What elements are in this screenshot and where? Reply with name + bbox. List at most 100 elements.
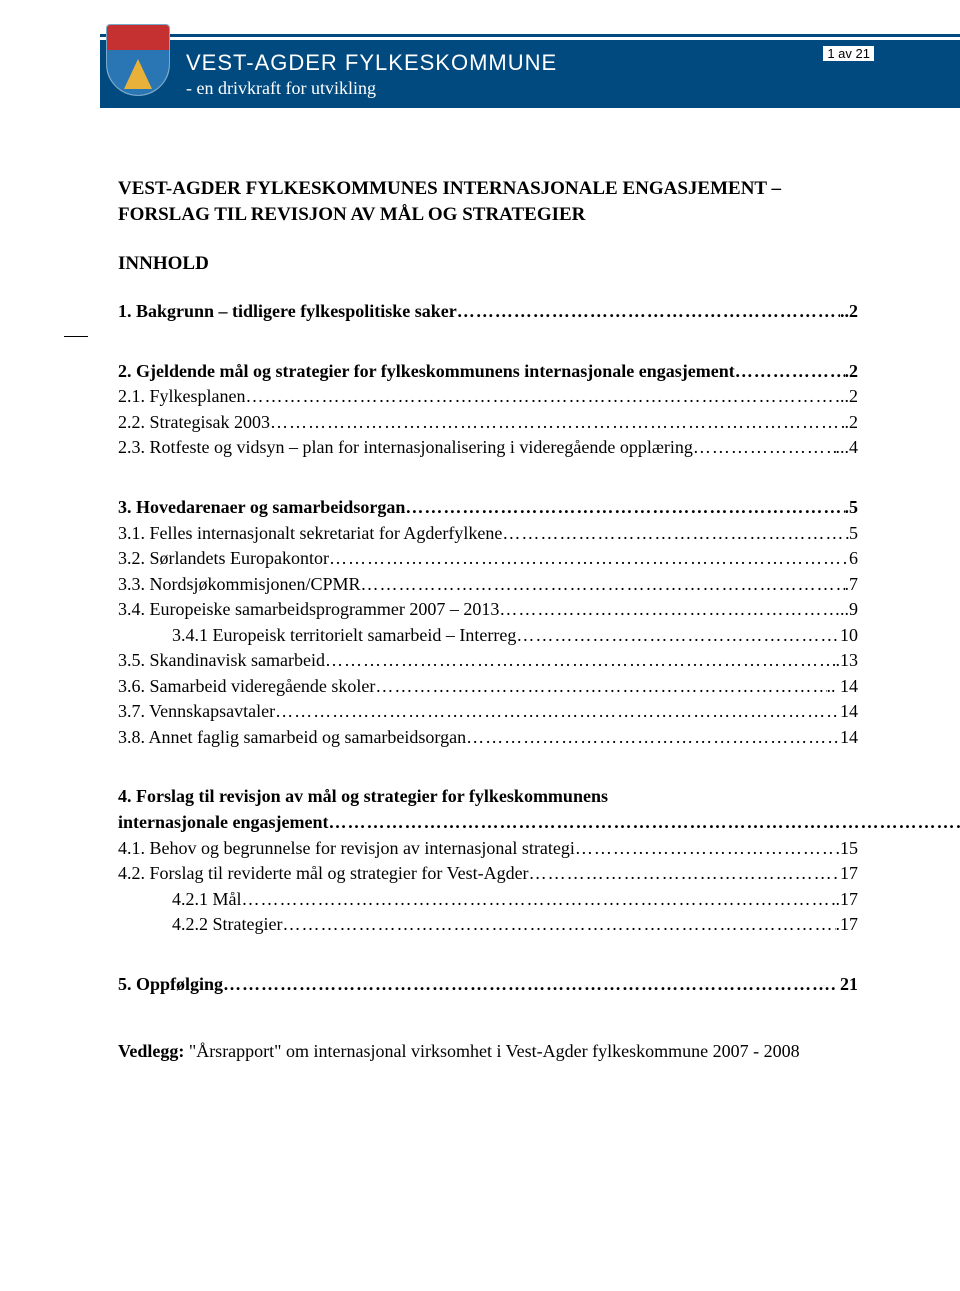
- toc-dots: [361, 572, 845, 598]
- toc-page: 14: [840, 699, 858, 725]
- toc-page: 6: [849, 546, 858, 572]
- crest-tree-icon: [124, 59, 152, 89]
- toc-page: ..2: [840, 384, 858, 410]
- toc-row: 2.2. Strategisak 2003 .2: [118, 410, 858, 436]
- toc-row: 4.2.1 Mål .17: [118, 887, 858, 913]
- org-tagline: - en drivkraft for utvikling: [186, 78, 557, 99]
- toc-row: 4.2.2 Strategier.17: [118, 912, 858, 938]
- toc-page: .2: [845, 410, 859, 436]
- toc-page: ..2: [840, 299, 858, 325]
- toc-dots: [693, 435, 836, 461]
- toc-label: 2.3. Rotfeste og vidsyn – plan for inter…: [118, 435, 693, 461]
- toc-label: 4. Forslag til revisjon av mål og strate…: [118, 784, 960, 835]
- toc-row: 3.5. Skandinavisk samarbeid .13: [118, 648, 858, 674]
- toc-row: 4.1. Behov og begrunnelse for revisjon a…: [118, 836, 858, 862]
- toc-dots: [457, 299, 840, 325]
- toc-label: 3.7. Vennskapsavtaler: [118, 699, 275, 725]
- toc-gap: [118, 461, 858, 495]
- toc-page: .5: [845, 495, 859, 521]
- attachment-line: Vedlegg: "Årsrapport" om internasjonal v…: [118, 1041, 858, 1062]
- toc-page: .17: [836, 887, 859, 913]
- toc-row: 3.6. Samarbeid videregående skoler .. 14: [118, 674, 858, 700]
- toc-row: 3.2. Sørlandets Europakontor 6: [118, 546, 858, 572]
- org-name: VEST-AGDER FYLKESKOMMUNE: [186, 50, 557, 76]
- table-of-contents: 1. Bakgrunn – tidligere fylkespolitiske …: [118, 299, 858, 997]
- document-content: VEST-AGDER FYLKESKOMMUNES INTERNASJONALE…: [118, 176, 858, 1062]
- toc-label: 3. Hovedarenaer og samarbeidsorgan: [118, 495, 405, 521]
- toc-label: 1. Bakgrunn – tidligere fylkespolitiske …: [118, 299, 457, 325]
- toc-row: 4. Forslag til revisjon av mål og strate…: [118, 784, 858, 835]
- toc-page: ..9: [840, 597, 858, 623]
- header-top-stripe: [100, 34, 960, 37]
- toc-label: 2.1. Fylkesplanen: [118, 384, 246, 410]
- toc-row: 5. Oppfølging . 21: [118, 972, 858, 998]
- toc-gap: [118, 938, 858, 972]
- toc-page: 14: [840, 725, 858, 751]
- toc-dots: [735, 359, 845, 385]
- toc-label: 3.8. Annet faglig samarbeid og samarbeid…: [118, 725, 466, 751]
- toc-row: 2.3. Rotfeste og vidsyn – plan for inter…: [118, 435, 858, 461]
- toc-page: 17: [840, 861, 858, 887]
- toc-label: 3.6. Samarbeid videregående skoler: [118, 674, 375, 700]
- toc-dots: [405, 495, 844, 521]
- crest-logo: [106, 24, 170, 96]
- toc-row: 4.2. Forslag til reviderte mål og strate…: [118, 861, 858, 887]
- toc-dots: [246, 384, 841, 410]
- toc-page: .15: [836, 836, 859, 862]
- margin-dash: [64, 336, 88, 337]
- crest-top: [107, 25, 169, 50]
- toc-label: 3.2. Sørlandets Europakontor: [118, 546, 329, 572]
- toc-page: 5: [849, 521, 858, 547]
- toc-label: 3.4. Europeiske samarbeidsprogrammer 200…: [118, 597, 499, 623]
- toc-label: 5. Oppfølging: [118, 972, 223, 998]
- toc-page: .13: [836, 648, 859, 674]
- page-indicator: 1 av 21: [823, 46, 874, 61]
- toc-label: 3.4.1 Europeisk territorielt samarbeid –…: [118, 623, 516, 649]
- toc-dots: [499, 597, 840, 623]
- header-text: VEST-AGDER FYLKESKOMMUNE - en drivkraft …: [186, 50, 557, 99]
- toc-row: 3.7. Vennskapsavtaler 14: [118, 699, 858, 725]
- attachment-text: "Årsrapport" om internasjonal virksomhet…: [184, 1041, 799, 1061]
- toc-label: 3.5. Skandinavisk samarbeid: [118, 648, 325, 674]
- toc-dots: [270, 410, 845, 436]
- toc-page: .7: [845, 572, 859, 598]
- attachment-label: Vedlegg:: [118, 1041, 184, 1061]
- document-title: VEST-AGDER FYLKESKOMMUNES INTERNASJONALE…: [118, 176, 858, 227]
- toc-row: 3.8. Annet faglig samarbeid og samarbeid…: [118, 725, 858, 751]
- toc-row: 3. Hovedarenaer og samarbeidsorgan .5: [118, 495, 858, 521]
- toc-dots: [282, 912, 835, 938]
- innhold-heading: INNHOLD: [118, 253, 858, 275]
- toc-row: 3.1. Felles internasjonalt sekretariat f…: [118, 521, 858, 547]
- toc-gap: [118, 750, 858, 784]
- toc-dots: [329, 546, 849, 572]
- crest-mid: [107, 50, 169, 95]
- toc-dots: [242, 887, 836, 913]
- toc-dots: [375, 674, 826, 700]
- toc-dots: [466, 725, 840, 751]
- toc-page: ...4: [836, 435, 859, 461]
- toc-row: 2.1. Fylkesplanen ..2: [118, 384, 858, 410]
- toc-dots: [223, 972, 831, 998]
- toc-label: 4.2. Forslag til reviderte mål og strate…: [118, 861, 529, 887]
- toc-label: 3.1. Felles internasjonalt sekretariat f…: [118, 521, 502, 547]
- toc-label: 4.2.1 Mål: [118, 887, 242, 913]
- toc-dots: [529, 861, 840, 887]
- toc-dots: [502, 521, 849, 547]
- toc-gap: [118, 325, 858, 359]
- toc-dots: [516, 623, 840, 649]
- toc-page: . 21: [831, 972, 858, 998]
- toc-row: 3.4. Europeiske samarbeidsprogrammer 200…: [118, 597, 858, 623]
- toc-page: 10: [840, 623, 858, 649]
- toc-label: 2.2. Strategisak 2003: [118, 410, 270, 436]
- toc-row: 1. Bakgrunn – tidligere fylkespolitiske …: [118, 299, 858, 325]
- toc-label: 4.1. Behov og begrunnelse for revisjon a…: [118, 836, 575, 862]
- toc-row: 3.4.1 Europeisk territorielt samarbeid –…: [118, 623, 858, 649]
- title-line-2: FORSLAG TIL REVISJON AV MÅL OG STRATEGIE…: [118, 204, 585, 225]
- toc-label: 3.3. Nordsjøkommisjonen/CPMR: [118, 572, 361, 598]
- toc-label: 2. Gjeldende mål og strategier for fylke…: [118, 359, 735, 385]
- toc-row: 2. Gjeldende mål og strategier for fylke…: [118, 359, 858, 385]
- toc-label: 4.2.2 Strategier: [118, 912, 282, 938]
- title-line-1: VEST-AGDER FYLKESKOMMUNES INTERNASJONALE…: [118, 178, 781, 199]
- toc-page: .. 14: [827, 674, 859, 700]
- toc-dots: [325, 648, 836, 674]
